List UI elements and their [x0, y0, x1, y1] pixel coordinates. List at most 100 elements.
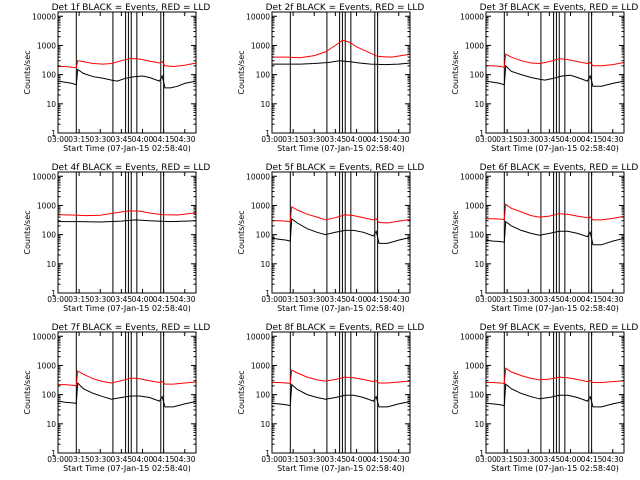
y-tick-label: 100	[42, 231, 57, 240]
lld-series-line	[486, 367, 625, 385]
x-tick-label: 03:45	[325, 135, 347, 144]
events-series-line	[272, 60, 411, 66]
x-tick-label: 04:30	[388, 135, 410, 144]
y-tick-label: 10000	[460, 172, 484, 181]
detector-panel: Det 6f BLACK = Events, RED = LLD 03:00 03:…	[451, 163, 638, 313]
y-tick-label: 10000	[460, 332, 484, 341]
events-series-line	[485, 220, 625, 246]
y-tick-label: 1	[51, 129, 56, 138]
x-tick-label: 03:45	[539, 295, 561, 304]
events-series-line	[485, 64, 625, 87]
x-tick-label: 03:30	[303, 295, 325, 304]
y-tick-label: 10	[46, 420, 56, 429]
plot-frame	[57, 171, 197, 294]
x-tick-label: 03:30	[89, 135, 111, 144]
x-tick-label: 04:30	[174, 135, 196, 144]
lld-series-line	[486, 53, 625, 68]
x-tick-label: 04:15	[581, 295, 603, 304]
events-series-line	[271, 383, 411, 408]
x-tick-label: 03:30	[517, 135, 539, 144]
x-tick-label: 03:15	[282, 455, 304, 464]
y-tick-label: 100	[256, 231, 271, 240]
y-tick-label: 1000	[251, 201, 270, 210]
lld-series-line	[58, 370, 197, 387]
x-tick-label: 03:00	[261, 135, 283, 144]
events-series-line	[57, 381, 197, 408]
y-tick-label: 1000	[37, 201, 56, 210]
y-tick-label: 10000	[32, 332, 56, 341]
y-axis-label: Counts/sec	[237, 210, 246, 254]
x-tick-label: 03:30	[89, 455, 111, 464]
y-tick-label: 1000	[37, 41, 56, 50]
y-tick-label: 100	[42, 71, 57, 80]
plot-frame	[57, 331, 197, 454]
y-tick-label: 10	[260, 100, 270, 109]
y-axis-label: Counts/sec	[451, 210, 460, 254]
plot-frame	[57, 11, 197, 134]
panel-title: Det 7f BLACK = Events, RED = LLD	[52, 323, 211, 333]
x-tick-label: 03:45	[111, 295, 133, 304]
panel-title: Det 8f BLACK = Events, RED = LLD	[266, 323, 425, 333]
y-tick-label: 10	[46, 100, 56, 109]
y-tick-label: 100	[470, 231, 485, 240]
y-axis-label: Counts/sec	[23, 210, 32, 254]
y-tick-label: 1	[265, 129, 270, 138]
y-tick-label: 10000	[32, 12, 56, 21]
x-tick-label: 03:00	[475, 455, 497, 464]
x-axis-label: Start Time (07-Jan-15 02:58:40)	[491, 464, 619, 473]
y-tick-label: 1000	[465, 361, 484, 370]
x-tick-label: 03:00	[475, 295, 497, 304]
x-tick-label: 04:30	[602, 455, 624, 464]
y-axis-label: Counts/sec	[451, 370, 460, 414]
x-tick-label: 04:00	[346, 135, 368, 144]
x-tick-label: 03:30	[517, 455, 539, 464]
x-tick-label: 04:15	[153, 455, 175, 464]
lld-series-line	[272, 369, 411, 385]
x-tick-label: 04:00	[560, 135, 582, 144]
x-tick-label: 04:30	[602, 135, 624, 144]
lld-series-line	[486, 203, 625, 221]
y-tick-label: 100	[42, 391, 57, 400]
x-tick-label: 03:45	[539, 455, 561, 464]
x-tick-label: 04:00	[132, 135, 154, 144]
y-tick-label: 1	[479, 129, 484, 138]
y-tick-label: 100	[256, 71, 271, 80]
y-tick-label: 10	[474, 100, 484, 109]
x-tick-label: 03:45	[539, 135, 561, 144]
x-tick-label: 03:45	[111, 455, 133, 464]
y-axis-label: Counts/sec	[237, 370, 246, 414]
events-series-line	[485, 383, 625, 408]
x-tick-label: 04:15	[367, 135, 389, 144]
plot-frame	[271, 331, 411, 454]
lld-series-line	[272, 39, 411, 59]
y-tick-label: 10	[260, 260, 270, 269]
x-tick-label: 04:30	[388, 295, 410, 304]
x-axis-label: Start Time (07-Jan-15 02:58:40)	[277, 144, 405, 153]
panel-title: Det 6f BLACK = Events, RED = LLD	[480, 163, 639, 173]
y-tick-label: 1	[51, 289, 56, 298]
x-tick-label: 03:00	[261, 295, 283, 304]
y-tick-label: 10000	[246, 12, 270, 21]
x-tick-label: 04:00	[132, 455, 154, 464]
y-axis-label: Counts/sec	[451, 50, 460, 94]
x-tick-label: 04:15	[153, 295, 175, 304]
y-tick-label: 10000	[246, 332, 270, 341]
x-tick-label: 04:30	[388, 455, 410, 464]
x-tick-label: 04:00	[132, 295, 154, 304]
y-axis-label: Counts/sec	[23, 370, 32, 414]
plot-frame	[271, 171, 411, 294]
x-tick-label: 03:15	[496, 135, 518, 144]
x-tick-label: 03:30	[517, 295, 539, 304]
lld-series-line	[57, 210, 197, 217]
x-tick-label: 03:00	[47, 455, 69, 464]
x-tick-label: 04:15	[581, 455, 603, 464]
x-tick-label: 04:30	[602, 295, 624, 304]
y-tick-label: 1	[51, 449, 56, 458]
events-series-line	[271, 217, 411, 244]
y-tick-label: 100	[470, 71, 485, 80]
